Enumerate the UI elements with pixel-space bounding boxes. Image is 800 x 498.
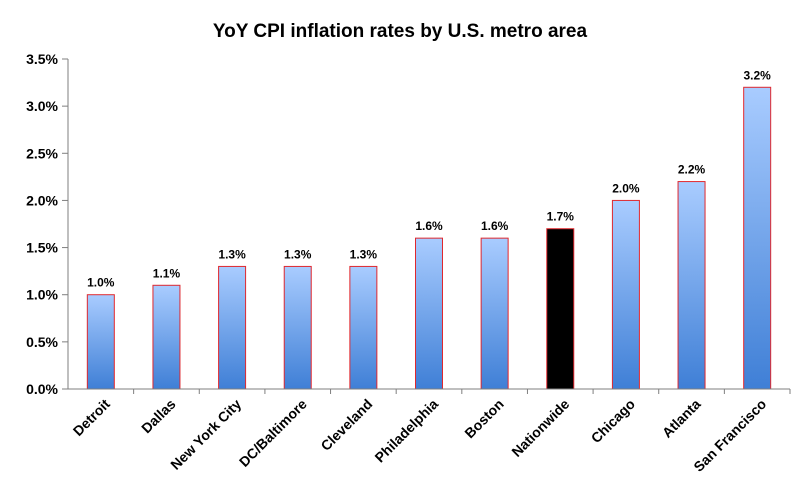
bar-dallas (152, 284, 181, 390)
y-tick-label: 0.5% (26, 334, 58, 350)
x-tick-label: Philadelphia (371, 396, 441, 466)
bar-cleveland (349, 265, 378, 390)
x-tick-label: Nationwide (508, 396, 572, 460)
bars: 1.0% 1.1% 1.3% 1.3% 1.3% 1.6% 1.6% 1.7% 2.0% 2.2%… (86, 68, 772, 390)
bar-boston (480, 237, 509, 390)
x-tick-label: Dallas (138, 396, 179, 437)
x-tick-label: Cleveland (317, 396, 375, 454)
data-label: 1.6% (415, 219, 443, 233)
y-tick-label: 2.5% (26, 145, 58, 161)
x-tick-label: Atlanta (659, 396, 704, 441)
data-label: 2.2% (678, 163, 706, 177)
y-tick-label: 1.0% (26, 287, 58, 303)
bar-dc-baltimore (283, 265, 312, 390)
data-label: 1.3% (218, 247, 246, 261)
data-label: 3.2% (744, 68, 772, 82)
data-label: 1.3% (350, 247, 378, 261)
bar-philadelphia (415, 237, 443, 390)
y-tick-label: 1.5% (26, 240, 58, 256)
y-tick-label: 3.0% (26, 98, 58, 114)
data-label: 1.7% (547, 210, 575, 224)
x-tick-label: DC/Baltimore (236, 396, 310, 470)
x-tick-label: Boston (461, 396, 506, 441)
y-tick-label: 0.0% (26, 381, 58, 397)
x-tick-label: New York City (167, 396, 244, 473)
bar-detroit (86, 294, 115, 390)
bar-atlanta (677, 181, 706, 390)
x-tick-label: Detroit (70, 396, 113, 439)
y-tick-label: 3.5% (26, 51, 58, 67)
bar-nationwide (546, 228, 575, 390)
data-label: 2.0% (612, 181, 640, 195)
y-axis: 0.0% 0.5% 1.0% 1.5% 2.0% 2.5% 3.0% 3.5% (26, 51, 69, 397)
x-tick-label: Chicago (588, 396, 638, 446)
y-tick-label: 2.0% (26, 192, 58, 208)
data-label: 1.1% (153, 266, 181, 280)
data-label: 1.6% (481, 219, 509, 233)
data-label: 1.3% (284, 247, 312, 261)
data-label: 1.0% (87, 276, 115, 290)
bar-san-francisco (743, 86, 772, 390)
bar-chicago (611, 199, 640, 390)
bar-new-york-city (218, 265, 247, 390)
chart-title: YoY CPI inflation rates by U.S. metro ar… (213, 21, 588, 42)
